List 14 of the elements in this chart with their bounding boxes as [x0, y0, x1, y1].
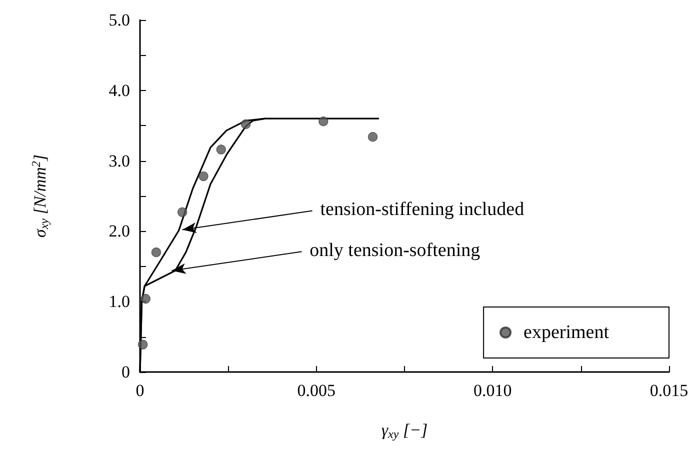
annotation: tension-stiffening included — [320, 199, 525, 220]
x-tick-label: 0.005 — [297, 381, 336, 400]
annotation: only tension-softening — [310, 240, 481, 261]
y-tick-label: 1.0 — [108, 292, 130, 312]
y-tick-label: 2.0 — [108, 222, 130, 241]
y-tick-label: 5.0 — [108, 10, 130, 30]
y-tick-label: 0 — [122, 362, 130, 382]
y-tick-label: 4.0 — [108, 80, 130, 100]
y-tick-label: 3.0 — [108, 151, 130, 170]
y-axis-title: σxy [N/mm2] — [29, 154, 51, 238]
x-tick-label: 0.015 — [650, 381, 688, 400]
x-tick-label: 0 — [136, 381, 144, 400]
x-tick-label: 0.010 — [474, 381, 512, 400]
legend-label: experiment — [524, 322, 610, 343]
